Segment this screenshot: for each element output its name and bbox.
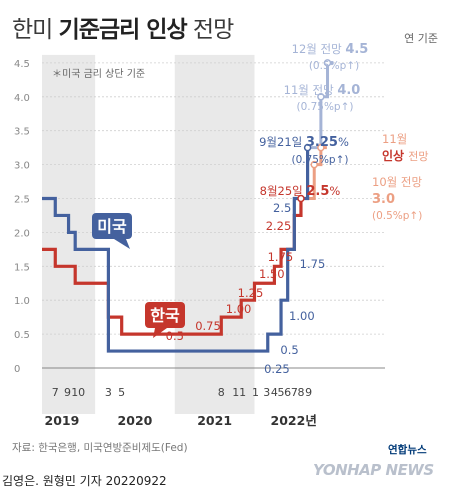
us-rate-line	[42, 147, 310, 353]
title-part-1: 한미	[12, 17, 53, 43]
korea-aug-annotation: 8월25일 2.5%	[260, 184, 341, 199]
year-label: 2020	[118, 413, 153, 428]
x-tick-label: 8	[218, 386, 225, 399]
title-part-2: 전망	[192, 17, 234, 43]
korea-callout-tail	[153, 328, 167, 338]
korea-value-label: 1.50	[259, 267, 285, 281]
us-sep-annotation: 9월21일 3.25%	[259, 135, 349, 150]
source-note: 자료: 한국은행, 미국연방준비제도(Fed)	[12, 442, 188, 454]
korea-projection-marker	[310, 160, 318, 169]
korea-callout-box	[145, 302, 185, 328]
us-current-marker	[303, 143, 312, 152]
y-tick-label: 2.5	[14, 195, 30, 206]
chart-note: ＊미국 금리 상단 기준	[52, 68, 145, 80]
korea-oct-note: (0.5%p↑)	[372, 210, 422, 222]
us-dec-annotation: 12월 전망 4.5	[292, 42, 369, 57]
us-projection-marker	[317, 93, 325, 101]
band-2021	[174, 54, 255, 415]
korea-current-marker	[297, 194, 305, 203]
y-tick-label: 0.5	[14, 330, 30, 341]
korea-oct-annotation-label: 10월 전망	[372, 175, 422, 189]
korea-nov-annotation-label: 인상 전망	[382, 148, 429, 163]
us-callout-box	[92, 213, 132, 239]
x-tick-label: 4	[271, 386, 278, 399]
y-tick-label: 1.5	[14, 262, 30, 273]
band-2019	[42, 54, 96, 415]
title-part-bold: 기준금리 인상	[58, 17, 188, 43]
byline: 김영은. 원형민 기자 20220922	[2, 474, 167, 488]
us-nov-annotation: 11월 전망 4.0	[284, 83, 361, 98]
x-tick-label: 8	[297, 386, 304, 399]
x-tick-label: 7	[52, 386, 59, 399]
korea-nov-annotation-month: 11월	[382, 132, 407, 146]
y-tick-label: 3.5	[14, 127, 30, 138]
x-tick-label: 7	[291, 386, 298, 399]
us-callout: 미국	[92, 213, 132, 249]
y-tick-label: 1.0	[14, 296, 30, 307]
x-tick-label: 3	[263, 386, 270, 399]
us-value-label: 0.5	[280, 343, 298, 357]
korea-callout-label: 한국	[150, 306, 180, 325]
us-callout-label: 미국	[97, 217, 127, 236]
us-sep-note: (0.75%p↑)	[291, 154, 348, 166]
y-tick-label: 4.5	[14, 59, 30, 70]
yonhap-logo-korean: 연합뉴스	[388, 444, 427, 456]
x-tick-label: 1	[252, 386, 259, 399]
us-dec-note: (0.5%p↑)	[309, 60, 359, 72]
x-tick-label: 5	[118, 386, 125, 399]
us-value-label: 2.5	[273, 201, 291, 215]
us-nov-note: (0.75%p↑)	[296, 101, 353, 113]
x-tick-label: 9	[305, 386, 312, 399]
year-label: 2019	[45, 413, 80, 428]
yonhap-logo-english: YONHAP NEWS	[313, 461, 434, 479]
us-projection-marker	[323, 59, 332, 67]
y-tick-label: 3.0	[14, 161, 30, 172]
us-callout-tail	[114, 239, 130, 249]
korea-value-label: 1.75	[268, 250, 294, 264]
x-tick-label: 9	[64, 386, 71, 399]
korea-rate-line	[42, 198, 303, 336]
page-title: 한미 기준금리 인상 전망	[12, 10, 234, 44]
korea-value-label: 0.75	[195, 319, 221, 333]
korea-oct-annotation-value: 3.0	[372, 192, 395, 207]
year-label: 2022년	[271, 413, 317, 428]
korea-value-label: 1.00	[226, 302, 252, 316]
korea-value-label: 0.5	[166, 329, 184, 343]
us-value-label: 1.75	[300, 257, 326, 271]
x-tick-label: 3	[105, 386, 112, 399]
korea-value-label: 1.25	[238, 286, 264, 300]
korea-projection-marker	[317, 143, 325, 152]
year-label: 2021	[197, 413, 232, 428]
unit-label: 연 기준	[404, 32, 438, 45]
x-tick-label: 6	[284, 386, 291, 399]
y-tick-label: 4.0	[14, 93, 30, 104]
x-tick-label: 10	[71, 386, 85, 399]
y-tick-label: 0	[14, 364, 20, 375]
us-value-label: 0.25	[264, 362, 290, 376]
x-tick-label: 5	[278, 386, 285, 399]
x-tick-label: 11	[232, 386, 246, 399]
us-value-label: 1.00	[289, 309, 315, 323]
korea-callout: 한국	[145, 302, 185, 338]
y-tick-label: 2.0	[14, 228, 30, 239]
korea-value-label: 2.25	[266, 219, 292, 233]
